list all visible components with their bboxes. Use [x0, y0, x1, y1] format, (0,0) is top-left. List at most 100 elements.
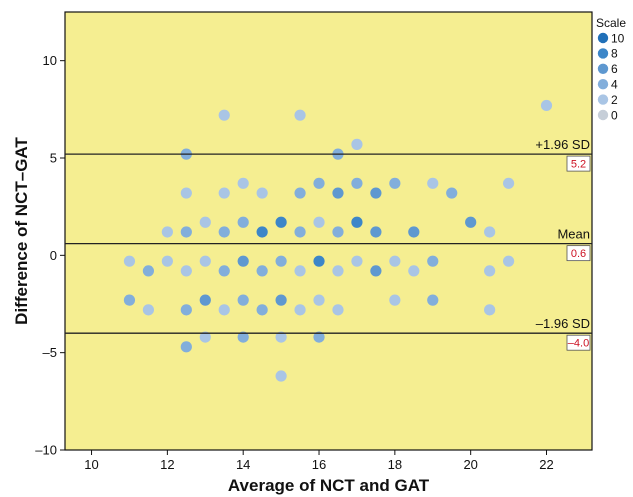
- data-point-1: [218, 109, 230, 121]
- legend-swatch-10: [597, 32, 609, 44]
- data-point-21: [275, 216, 287, 228]
- legend-label-2: 2: [611, 93, 618, 107]
- y-axis-title: Difference of NCT–GAT: [12, 137, 31, 325]
- data-point-24: [465, 216, 477, 228]
- data-point-18: [446, 187, 458, 199]
- data-point-39: [313, 255, 325, 267]
- reference-line-name-0: +1.96 SD: [535, 137, 590, 152]
- data-point-58: [389, 294, 401, 306]
- y-tick-label-4: 10: [43, 53, 57, 68]
- data-point-6: [237, 177, 249, 189]
- data-point-53: [123, 294, 136, 306]
- data-point-14: [256, 187, 268, 199]
- x-tick-label-1: 12: [160, 457, 174, 472]
- x-axis: 10 12 14 16 18 20 22: [84, 450, 554, 472]
- data-point-3: [351, 138, 363, 150]
- y-tick-label-2: 0: [50, 248, 57, 263]
- data-point-43: [502, 255, 515, 267]
- data-point-27: [218, 226, 230, 238]
- data-point-0: [540, 99, 553, 112]
- data-point-33: [484, 226, 496, 238]
- data-point-42: [427, 255, 439, 267]
- data-point-67: [199, 331, 211, 343]
- x-tick-label-6: 22: [539, 457, 553, 472]
- x-tick-label-4: 18: [388, 457, 402, 472]
- data-point-7: [313, 177, 325, 189]
- legend-label-8: 8: [611, 47, 618, 61]
- data-point-70: [313, 331, 325, 343]
- data-point-41: [389, 255, 401, 267]
- data-point-38: [275, 255, 287, 267]
- data-point-25: [161, 226, 173, 238]
- data-point-61: [180, 304, 192, 316]
- x-axis-title: Average of NCT and GAT: [228, 476, 430, 495]
- data-point-63: [256, 304, 268, 316]
- data-point-34: [123, 255, 136, 267]
- data-point-66: [484, 304, 496, 316]
- data-point-71: [180, 341, 192, 353]
- y-tick-label-0: –10: [35, 443, 57, 458]
- data-point-65: [332, 304, 344, 316]
- data-point-28: [256, 226, 268, 238]
- reference-value-box-0: [566, 155, 591, 172]
- data-point-29: [294, 226, 306, 238]
- data-point-44: [142, 265, 155, 277]
- reference-value-box-2: [566, 334, 591, 351]
- reference-lines: +1.96 SD 5.2 Mean 0.6 –1.96 SD –4.0: [65, 137, 592, 351]
- data-point-72: [275, 370, 287, 382]
- data-points: [123, 99, 553, 382]
- data-point-45: [180, 265, 192, 277]
- data-point-57: [313, 294, 325, 306]
- data-point-12: [180, 187, 192, 199]
- data-point-19: [199, 216, 211, 228]
- y-axis: –10 –5 0 5 10: [35, 53, 65, 458]
- legend-swatch-4: [597, 79, 609, 90]
- data-point-2: [294, 109, 306, 121]
- legend-swatch-0: [597, 109, 609, 121]
- data-point-22: [313, 216, 325, 228]
- legend-swatch-6: [597, 63, 609, 74]
- reference-line-value-0: 5.2: [571, 159, 586, 171]
- data-point-48: [294, 265, 306, 277]
- y-tick-label-1: –5: [43, 345, 57, 360]
- data-point-52: [484, 265, 496, 277]
- data-point-16: [332, 187, 344, 199]
- y-tick-label-3: 5: [50, 151, 57, 166]
- x-tick-label-3: 16: [312, 457, 326, 472]
- data-point-62: [218, 304, 230, 316]
- data-point-13: [218, 187, 230, 199]
- data-point-35: [161, 255, 173, 267]
- data-point-9: [389, 177, 401, 189]
- data-point-30: [332, 226, 344, 238]
- reference-line-value-2: –4.0: [568, 338, 589, 350]
- data-point-60: [142, 304, 155, 316]
- data-point-55: [237, 294, 249, 306]
- legend-label-10: 10: [611, 31, 625, 45]
- legend-label-0: 0: [611, 108, 618, 122]
- data-point-64: [294, 304, 306, 316]
- data-point-10: [427, 177, 439, 189]
- data-point-36: [199, 255, 211, 267]
- x-tick-label-0: 10: [84, 457, 98, 472]
- reference-line-name-1: Mean: [557, 227, 590, 242]
- data-point-37: [237, 255, 249, 267]
- data-point-26: [180, 226, 192, 238]
- reference-line-value-1: 0.6: [571, 248, 586, 260]
- reference-value-box-1: [566, 245, 591, 262]
- data-point-50: [370, 265, 382, 277]
- plot-area: [64, 11, 593, 451]
- data-point-20: [237, 216, 249, 228]
- reference-line-name-2: –1.96 SD: [536, 316, 590, 331]
- legend-label-4: 4: [611, 78, 618, 92]
- data-point-11: [502, 177, 515, 189]
- data-point-23: [351, 216, 363, 228]
- data-point-49: [332, 265, 344, 277]
- data-point-59: [427, 294, 439, 306]
- data-point-31: [370, 226, 382, 238]
- data-point-15: [294, 187, 306, 199]
- data-point-17: [370, 187, 382, 199]
- data-point-32: [408, 226, 420, 238]
- data-point-54: [199, 294, 211, 306]
